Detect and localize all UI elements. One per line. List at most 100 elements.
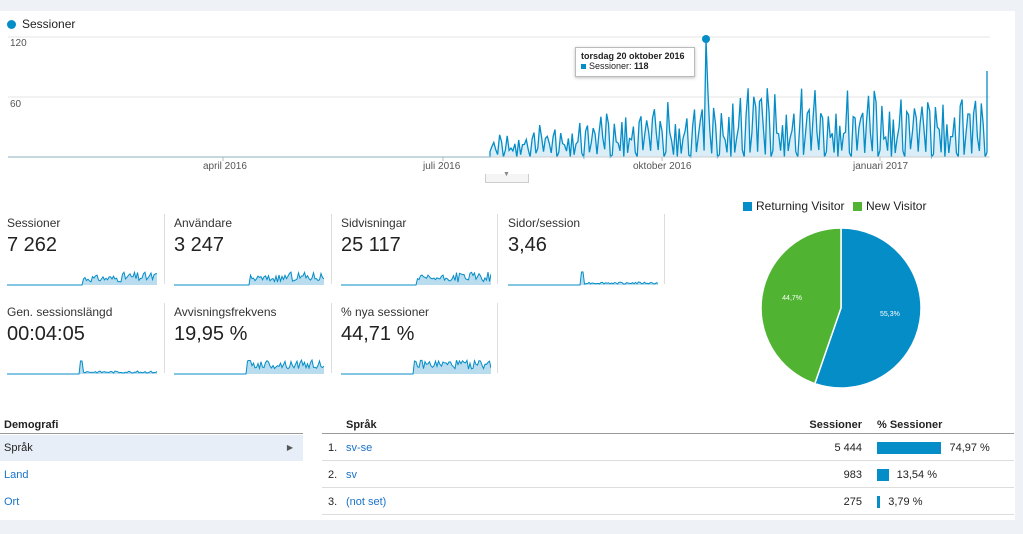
data-point bbox=[702, 35, 710, 43]
metric-pageviews[interactable]: Sidvisningar 25 117 bbox=[341, 216, 499, 286]
tooltip-date: torsdag 20 oktober 2016 bbox=[581, 51, 685, 61]
tooltip-value: 118 bbox=[634, 61, 649, 71]
divider bbox=[497, 214, 498, 284]
metric-label: Sidor/session bbox=[508, 216, 581, 230]
sparkline bbox=[174, 270, 324, 286]
divider bbox=[164, 303, 165, 373]
legend-swatch-icon bbox=[743, 202, 752, 211]
row-number: 2. bbox=[328, 469, 338, 481]
column-header-percent-sessions[interactable]: % Sessioner bbox=[877, 419, 943, 431]
page-bottom-edge bbox=[0, 520, 1023, 534]
row-language-link[interactable]: sv-se bbox=[346, 442, 373, 454]
pie-legend-returning[interactable]: Returning Visitor bbox=[743, 199, 845, 213]
sparkline bbox=[341, 271, 491, 286]
row-percent-bar bbox=[877, 469, 889, 481]
sparkline-line bbox=[174, 270, 324, 286]
metric-value: 19,95 % bbox=[174, 323, 248, 345]
demographics-item-country[interactable]: Land bbox=[0, 462, 303, 488]
demographics-item-label: Språk bbox=[4, 442, 33, 454]
demographics-item-language[interactable]: Språk ▶ bbox=[0, 435, 303, 461]
chevron-right-icon: ▶ bbox=[286, 443, 293, 452]
series-color-icon bbox=[581, 64, 586, 70]
metric-new-sessions[interactable]: % nya sessioner 44,71 % bbox=[341, 305, 499, 375]
demographics-item-label: Ort bbox=[4, 496, 20, 508]
metric-value: 44,71 % bbox=[341, 323, 415, 345]
demographics-heading: Demografi bbox=[4, 419, 59, 431]
table-row[interactable]: 1. sv-se 5 444 74,97 % bbox=[322, 435, 1014, 461]
table-row[interactable]: 3. (not set) 275 3,79 % bbox=[322, 489, 1014, 515]
x-tick-label: oktober 2016 bbox=[633, 161, 692, 172]
metric-value: 3,46 bbox=[508, 234, 547, 256]
chevron-down-icon: ▼ bbox=[503, 171, 510, 178]
divider bbox=[331, 303, 332, 373]
pie-legend-new[interactable]: New Visitor bbox=[853, 199, 926, 213]
sparkline-area bbox=[174, 360, 324, 374]
metric-label: Avvisningsfrekvens bbox=[174, 305, 277, 319]
column-header-language[interactable]: Språk bbox=[346, 419, 377, 431]
sparkline-line bbox=[174, 359, 324, 375]
sparkline-area bbox=[7, 361, 157, 374]
row-sessions: 983 bbox=[843, 469, 862, 481]
legend-swatch-icon bbox=[853, 202, 862, 211]
divider bbox=[497, 303, 498, 373]
row-sessions: 275 bbox=[843, 496, 862, 508]
metric-value: 25 117 bbox=[341, 234, 401, 256]
row-number: 3. bbox=[328, 496, 338, 508]
sparkline-area bbox=[508, 272, 658, 285]
visitor-type-pie-chart[interactable]: 55,3% 44,7% bbox=[755, 222, 927, 394]
sessions-line-chart[interactable] bbox=[0, 30, 1010, 180]
sparkline-line bbox=[7, 360, 157, 375]
row-sessions: 5 444 bbox=[834, 442, 862, 454]
pie-slice-label: 44,7% bbox=[782, 295, 802, 302]
row-percent: 13,54 % bbox=[896, 469, 938, 481]
metric-avg-session-duration[interactable]: Gen. sessionslängd 00:04:05 bbox=[7, 305, 165, 375]
metric-value: 7 262 bbox=[7, 234, 58, 256]
demographics-item-label: Land bbox=[4, 469, 29, 481]
legend-label: Returning Visitor bbox=[756, 199, 845, 213]
sparkline-line bbox=[341, 271, 491, 286]
sparkline bbox=[174, 359, 324, 375]
sparkline bbox=[7, 270, 157, 286]
metric-label: Sessioner bbox=[7, 216, 61, 230]
metric-users[interactable]: Användare 3 247 bbox=[174, 216, 332, 286]
row-percent-bar bbox=[877, 496, 881, 508]
column-header-sessions[interactable]: Sessioner bbox=[809, 419, 862, 431]
row-percent: 3,79 % bbox=[888, 496, 923, 508]
metric-label: Sidvisningar bbox=[341, 216, 407, 230]
legend-label: New Visitor bbox=[866, 199, 927, 213]
divider bbox=[664, 214, 665, 284]
row-language-link[interactable]: (not set) bbox=[346, 496, 387, 508]
sparkline bbox=[508, 271, 658, 286]
metric-pages-per-session[interactable]: Sidor/session 3,46 bbox=[508, 216, 666, 286]
chart-collapse-handle[interactable]: ▼ bbox=[485, 171, 529, 183]
series-legend-dot bbox=[7, 20, 16, 29]
row-percent: 74,97 % bbox=[949, 442, 990, 454]
pie-slice-label: 55,3% bbox=[880, 311, 900, 318]
sparkline-line bbox=[508, 271, 658, 286]
row-percent-bar bbox=[877, 442, 942, 454]
demographics-item-city[interactable]: Ort bbox=[0, 489, 303, 515]
series-legend-label[interactable]: Sessioner bbox=[22, 17, 76, 31]
metric-label: % nya sessioner bbox=[341, 305, 430, 319]
sessions-line bbox=[8, 38, 988, 160]
x-tick-label: januari 2017 bbox=[853, 161, 909, 172]
y-tick-label: 60 bbox=[10, 99, 22, 110]
divider bbox=[322, 433, 1014, 434]
sparkline-area bbox=[174, 272, 324, 285]
table-row[interactable]: 2. sv 983 13,54 % bbox=[322, 462, 1014, 488]
metric-label: Gen. sessionslängd bbox=[7, 305, 113, 319]
divider bbox=[164, 214, 165, 284]
sparkline-line bbox=[7, 270, 157, 286]
metric-value: 3 247 bbox=[174, 234, 225, 256]
x-tick-label: april 2016 bbox=[203, 161, 247, 172]
tooltip-series: Sessioner: bbox=[589, 61, 632, 71]
row-language-link[interactable]: sv bbox=[346, 469, 357, 481]
sparkline-area bbox=[341, 272, 491, 285]
sparkline bbox=[341, 359, 491, 375]
divider bbox=[0, 433, 303, 434]
metric-value: 00:04:05 bbox=[7, 323, 85, 345]
metric-bounce-rate[interactable]: Avvisningsfrekvens 19,95 % bbox=[174, 305, 332, 375]
metric-sessions[interactable]: Sessioner 7 262 bbox=[7, 216, 165, 286]
divider bbox=[331, 214, 332, 284]
sparkline-line bbox=[341, 359, 491, 375]
